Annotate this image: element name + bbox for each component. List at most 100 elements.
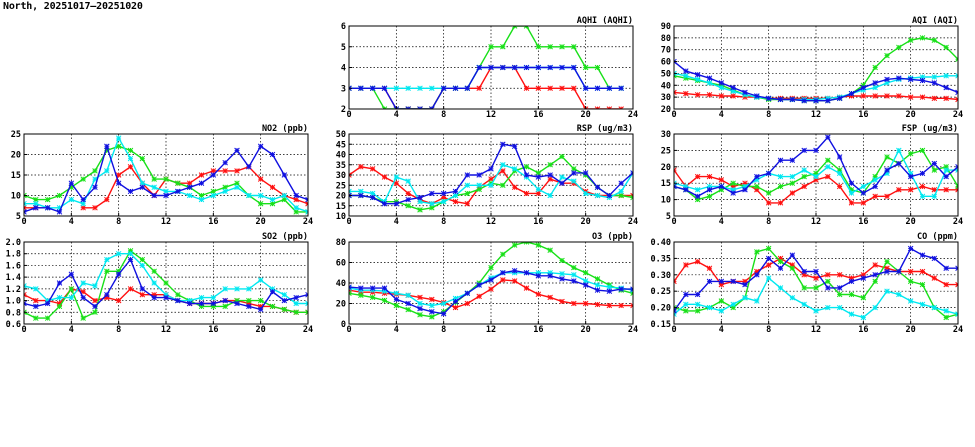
data-point	[813, 308, 819, 314]
data-point	[718, 177, 725, 183]
y-tick-label: 50	[661, 69, 671, 79]
y-tick-label: 50	[336, 130, 346, 140]
data-point	[163, 176, 169, 182]
data-point	[163, 291, 169, 298]
data-point	[488, 166, 494, 172]
data-point	[907, 150, 914, 157]
data-point	[139, 180, 146, 186]
data-point	[919, 74, 926, 80]
data-point	[452, 198, 459, 205]
x-tick-label: 8	[441, 217, 446, 227]
data-point	[452, 85, 459, 92]
data-point	[872, 278, 878, 285]
x-tick-label: 8	[441, 110, 446, 120]
data-point	[813, 177, 819, 183]
data-point	[464, 200, 471, 207]
series-green	[24, 143, 308, 215]
data-point	[393, 302, 400, 309]
data-point	[417, 294, 423, 301]
data-point	[896, 147, 902, 154]
series-line	[674, 247, 958, 319]
y-tick-label: 25	[661, 146, 671, 156]
series-blue	[349, 64, 624, 109]
data-point	[884, 265, 890, 271]
x-tick-label: 24	[953, 325, 963, 335]
data-point	[393, 290, 400, 297]
y-tick-label: 40	[336, 151, 346, 161]
data-point	[405, 202, 411, 209]
data-point	[92, 205, 98, 211]
data-point	[257, 192, 264, 199]
data-point	[907, 76, 914, 83]
data-point	[369, 166, 376, 172]
y-tick-label: 5	[16, 212, 21, 222]
data-point	[127, 188, 134, 195]
y-tick-label: 35	[336, 161, 346, 171]
data-point	[440, 300, 447, 307]
data-point	[293, 294, 299, 301]
data-point	[694, 187, 701, 193]
data-point	[488, 286, 494, 292]
x-tick-label: 20	[906, 110, 916, 120]
data-point	[872, 183, 878, 190]
y-tick-label: 0.20	[651, 304, 671, 314]
data-point	[884, 76, 890, 83]
data-point	[860, 200, 867, 206]
data-point	[884, 288, 890, 294]
data-point	[269, 184, 276, 191]
data-point	[139, 184, 146, 191]
data-point	[931, 74, 938, 80]
data-point	[269, 151, 276, 158]
data-point	[777, 173, 784, 180]
data-point	[559, 64, 565, 71]
data-point	[860, 93, 867, 99]
data-point	[801, 147, 807, 154]
y-tick-label: 30	[661, 130, 671, 140]
data-point	[56, 300, 63, 307]
data-point	[872, 177, 878, 183]
data-point	[919, 281, 926, 288]
series-blue	[674, 134, 958, 200]
y-tick-label: 15	[336, 202, 346, 212]
data-point	[836, 183, 843, 190]
data-point	[571, 166, 577, 172]
data-point	[836, 167, 843, 173]
chart-o3: 0 4 8 12 16 20 24 0 20 40 60 80 O3 (ppb)	[336, 232, 638, 335]
data-point	[848, 180, 855, 186]
data-point	[694, 291, 701, 298]
data-point	[943, 308, 949, 314]
data-point	[730, 183, 736, 190]
data-point	[500, 141, 506, 148]
data-point	[56, 205, 63, 211]
data-point	[488, 277, 494, 283]
data-point	[452, 188, 459, 195]
data-point	[293, 309, 299, 316]
data-point	[801, 301, 807, 308]
y-tick-label: 1.8	[6, 250, 21, 260]
data-point	[919, 193, 926, 200]
data-point	[198, 303, 205, 310]
data-point	[186, 192, 193, 199]
data-point	[872, 193, 878, 200]
y-tick-label: 80	[661, 34, 671, 44]
data-point	[571, 300, 577, 307]
data-point	[222, 297, 228, 304]
data-point	[594, 287, 601, 293]
data-point	[440, 194, 447, 201]
data-point	[706, 265, 713, 271]
data-point	[257, 176, 264, 182]
data-point	[742, 281, 748, 288]
data-point	[884, 258, 890, 265]
data-point	[694, 258, 701, 265]
data-point	[931, 160, 938, 167]
data-point	[559, 271, 565, 277]
x-tick-label: 4	[719, 325, 724, 335]
data-point	[547, 192, 553, 199]
data-point	[417, 198, 423, 205]
data-point	[151, 176, 157, 182]
data-point	[393, 174, 400, 180]
data-point	[440, 190, 447, 197]
x-tick-label: 4	[69, 217, 74, 227]
x-tick-label: 4	[69, 325, 74, 335]
